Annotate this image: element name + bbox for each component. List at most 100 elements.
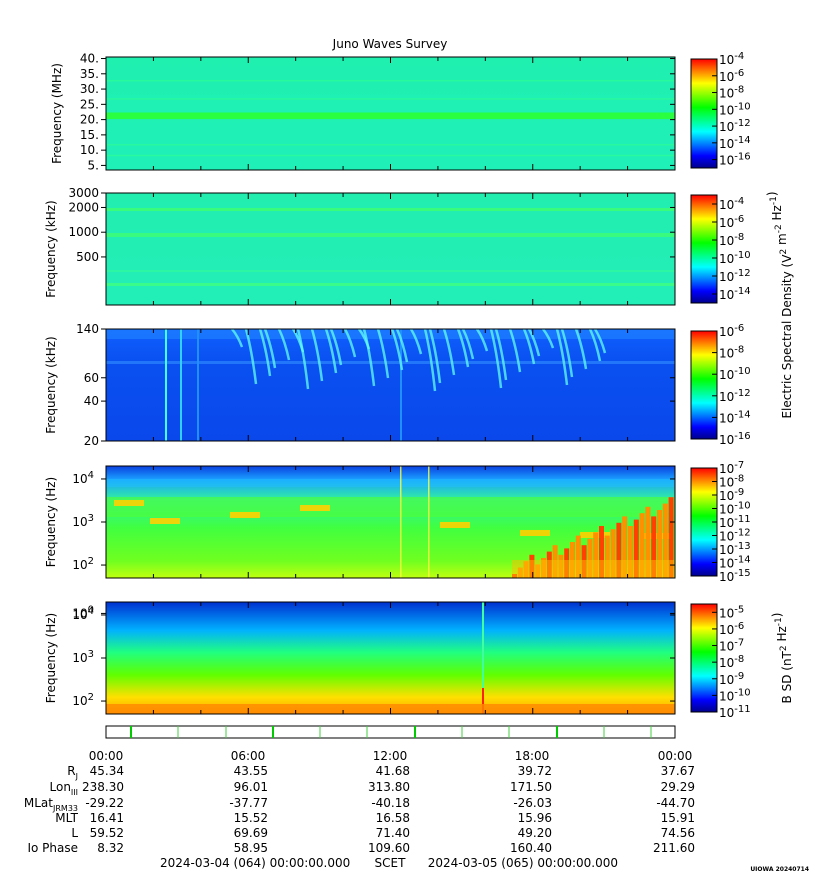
ephemeris-row-name: RJ bbox=[67, 764, 78, 781]
ephemeris-value: 238.30 bbox=[82, 780, 124, 794]
colorbar bbox=[690, 58, 718, 169]
spectrogram-panel-5 bbox=[106, 602, 675, 714]
burst-feature bbox=[574, 328, 588, 370]
colorbar-tick-label: 10-16 bbox=[719, 431, 751, 447]
emission-feature bbox=[440, 522, 470, 528]
ephemeris-value: 313.80 bbox=[368, 780, 410, 794]
y-tick-label: 25. bbox=[80, 97, 99, 111]
credit-label: UIOWA 20240714 bbox=[750, 866, 809, 873]
y-tick-label: 40 bbox=[84, 394, 99, 408]
emission-feature bbox=[520, 530, 550, 536]
emission-feature bbox=[575, 535, 581, 578]
ephemeris-value: 29.29 bbox=[661, 780, 695, 794]
y-axis-label: Frequency (Hz) bbox=[44, 477, 58, 568]
ephemeris-value: 96.01 bbox=[234, 780, 268, 794]
y-tick-label: 104 bbox=[72, 470, 94, 486]
colorbar-tick-label: 10-4 bbox=[719, 51, 744, 67]
colorbar-tick-label: 10-8 bbox=[719, 345, 744, 361]
emission-feature bbox=[662, 503, 668, 578]
band-feature bbox=[106, 270, 675, 272]
band-feature bbox=[106, 497, 675, 517]
x-tick-label: 12:00 bbox=[373, 749, 408, 763]
y-tick-label: 140 bbox=[76, 322, 99, 336]
burst-feature bbox=[258, 328, 272, 377]
streak-feature bbox=[180, 329, 182, 441]
colorbar-tick-label: 10-14 bbox=[719, 135, 751, 151]
band-feature bbox=[106, 233, 675, 237]
y-axis-label: Frequency (MHz) bbox=[50, 63, 64, 164]
streak-feature bbox=[400, 466, 402, 578]
y-axis-label: Frequency (kHz) bbox=[44, 336, 58, 433]
y-tick-label: 3000 bbox=[68, 186, 99, 200]
emission-feature bbox=[512, 560, 675, 578]
emission-feature bbox=[610, 529, 616, 578]
scet-end: 2024-03-05 (065) 00:00:00.000 bbox=[428, 856, 618, 870]
y-tick-label: 102 bbox=[72, 556, 94, 572]
burst-feature bbox=[527, 328, 541, 357]
colorbar-tick-label: 10-14 bbox=[719, 286, 751, 302]
burst-feature bbox=[231, 328, 244, 348]
emission-feature bbox=[639, 513, 645, 578]
colorbar bbox=[690, 194, 718, 304]
ephemeris-value: 15.91 bbox=[661, 811, 695, 825]
colorbar-tick-label: 10-16 bbox=[719, 152, 751, 168]
burst-feature bbox=[390, 328, 404, 371]
ephemeris-value: 58.95 bbox=[234, 841, 268, 855]
colorbar-tick-label: 10-13 bbox=[719, 541, 751, 557]
burst-feature bbox=[376, 328, 390, 379]
emission-feature bbox=[300, 505, 330, 511]
ephemeris-value: 211.60 bbox=[653, 841, 695, 855]
colorbar-tick-label: 10-14 bbox=[719, 409, 751, 425]
y-tick-label: 103 bbox=[72, 649, 94, 665]
colorbar-tick-label: 10-12 bbox=[719, 528, 751, 544]
ephemeris-row-name: L bbox=[71, 826, 78, 840]
burst-feature bbox=[310, 328, 324, 382]
colorbar-tick-label: 10-8 bbox=[719, 232, 744, 248]
burst-feature bbox=[395, 328, 409, 363]
ephemeris-value: 109.60 bbox=[368, 841, 410, 855]
emission-feature bbox=[645, 506, 651, 578]
scet-start: 2024-03-04 (064) 00:00:00.000 bbox=[160, 856, 350, 870]
emission-feature bbox=[633, 519, 639, 578]
burst-feature bbox=[423, 328, 437, 392]
ephemeris-value: -26.03 bbox=[513, 796, 552, 810]
y-tick-label: 10. bbox=[80, 143, 99, 157]
ephemeris-value: 160.40 bbox=[510, 841, 552, 855]
chart-title: Juno Waves Survey bbox=[332, 37, 448, 51]
spectrogram-panel-3 bbox=[106, 329, 675, 441]
x-tick-label: 18:00 bbox=[515, 749, 550, 763]
colorbar bbox=[690, 603, 718, 713]
ephemeris-row-name: Io Phase bbox=[27, 841, 78, 855]
emission-feature bbox=[622, 516, 628, 578]
band-feature bbox=[106, 112, 675, 120]
colorbar-tick-label: 10-6 bbox=[719, 621, 744, 637]
colorbar-tick-label: 10-9 bbox=[719, 671, 744, 687]
colorbar-tick-label: 10-8 bbox=[719, 474, 744, 490]
burst-feature bbox=[542, 328, 555, 349]
colorbar-tick-label: 10-8 bbox=[719, 85, 744, 101]
ephemeris-value: 8.32 bbox=[97, 841, 124, 855]
ephemeris-value: 49.20 bbox=[518, 826, 552, 840]
colorbar-tick-label: 10-4 bbox=[719, 196, 744, 212]
band-feature bbox=[106, 144, 675, 146]
ephemeris-value: 16.58 bbox=[376, 811, 410, 825]
burst-feature bbox=[588, 328, 602, 362]
emission-feature bbox=[604, 535, 610, 578]
ephemeris-value: 74.56 bbox=[661, 826, 695, 840]
streak-feature bbox=[400, 329, 402, 441]
y-tick-label: 500 bbox=[76, 250, 99, 264]
burst-feature bbox=[428, 328, 442, 384]
emission-feature bbox=[651, 516, 657, 578]
emission-feature bbox=[587, 538, 593, 578]
burst-feature bbox=[329, 328, 343, 366]
band-feature bbox=[106, 361, 675, 364]
scet-label: SCET bbox=[375, 856, 407, 870]
burst-feature bbox=[555, 328, 569, 386]
streak-feature bbox=[482, 688, 484, 714]
colorbar-tick-label: 10-12 bbox=[719, 268, 751, 284]
x-tick-label: 06:00 bbox=[231, 749, 266, 763]
colorbar-tick-label: 10-10 bbox=[719, 687, 751, 703]
colorbar-tick-label: 10-8 bbox=[719, 654, 744, 670]
ephemeris-value: -37.77 bbox=[229, 796, 268, 810]
colorbar-tick-label: 10-15 bbox=[719, 568, 751, 584]
